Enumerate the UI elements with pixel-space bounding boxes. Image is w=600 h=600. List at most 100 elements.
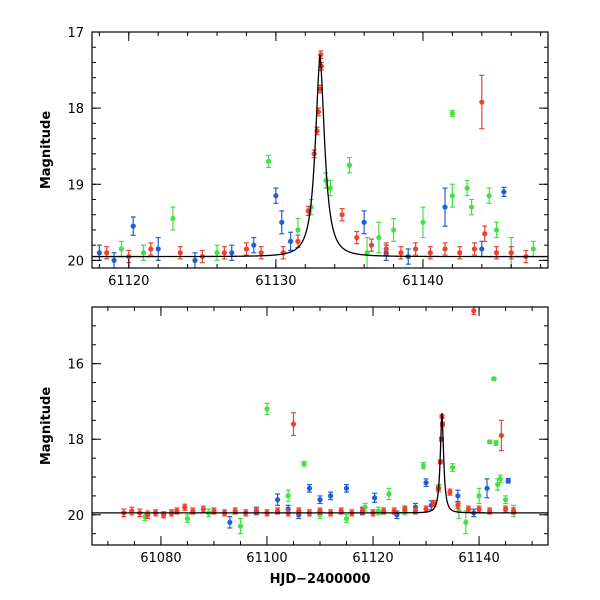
data-point-blue: [273, 193, 279, 199]
data-point-blue: [279, 219, 285, 225]
data-point-green: [420, 463, 426, 469]
data-point-blue: [479, 246, 485, 252]
data-point-blue: [111, 257, 117, 263]
data-point-red: [465, 506, 472, 512]
x-tick-label: 61130: [255, 274, 296, 289]
data-point-green: [214, 250, 220, 256]
data-point-red: [471, 308, 477, 314]
series-green: [118, 109, 536, 268]
y-tick-label: 20: [67, 509, 84, 524]
data-point-green: [170, 215, 176, 222]
data-point-red: [383, 246, 389, 252]
data-point-red: [455, 502, 461, 508]
data-point-green: [464, 185, 470, 191]
data-point-green: [343, 515, 350, 522]
data-point-green: [463, 519, 469, 525]
y-tick-label: 19: [67, 178, 84, 193]
data-point-green: [487, 439, 493, 445]
data-point-red: [368, 242, 375, 248]
data-point-red: [339, 212, 345, 218]
data-point-green: [386, 491, 392, 497]
data-point-green: [265, 158, 272, 165]
data-point-red: [476, 506, 482, 512]
data-point-red: [398, 250, 404, 256]
data-point-green: [118, 246, 125, 252]
data-point-green: [449, 464, 456, 471]
data-point-red: [508, 250, 514, 256]
data-point-red: [482, 231, 488, 237]
data-point-blue: [274, 497, 281, 503]
data-point-blue: [505, 478, 511, 484]
series-red: [104, 50, 529, 264]
data-point-red: [243, 246, 250, 252]
x-axis-label: HJD−2400000: [270, 572, 371, 587]
data-point-green: [295, 227, 301, 233]
y-tick-label: 16: [67, 358, 84, 373]
data-point-red: [200, 506, 206, 512]
data-point-red: [354, 234, 360, 241]
x-tick-label: 61120: [352, 551, 393, 566]
data-point-blue: [423, 480, 429, 486]
data-point-blue: [361, 219, 367, 225]
data-point-green: [468, 204, 475, 210]
data-point-green: [264, 406, 270, 412]
data-point-red: [148, 246, 154, 252]
data-point-blue: [501, 189, 507, 195]
data-point-blue: [442, 204, 448, 210]
x-tick-label: 61140: [402, 274, 443, 289]
data-point-blue: [328, 493, 334, 499]
data-point-red: [221, 250, 227, 256]
zoom-panel: 61120 61130 61140 17 18 19 20 Magnitude: [39, 26, 549, 289]
data-point-blue: [372, 495, 378, 501]
data-point-blue: [251, 242, 257, 248]
data-point-green: [390, 227, 397, 233]
data-point-blue: [229, 250, 235, 256]
data-point-red: [177, 250, 183, 256]
x-tick-label: 61080: [140, 551, 181, 566]
data-point-red: [442, 246, 448, 252]
y-tick-label: 18: [67, 433, 84, 448]
data-point-red: [104, 250, 110, 256]
data-point-green: [497, 476, 503, 482]
data-point-red: [479, 99, 485, 105]
data-point-blue: [227, 519, 233, 525]
data-point-blue: [343, 485, 350, 491]
data-point-blue: [192, 257, 198, 263]
data-point-green: [327, 185, 333, 191]
data-point-green: [530, 246, 536, 252]
data-point-blue: [130, 223, 136, 229]
model-curve: [92, 413, 548, 514]
y-axis-label: Magnitude: [39, 387, 54, 466]
data-point-red: [402, 506, 408, 512]
data-point-red: [427, 250, 433, 256]
ticks: [92, 306, 548, 545]
series-red: [121, 307, 517, 520]
data-point-blue: [484, 485, 490, 491]
data-point-red: [258, 250, 264, 256]
data-point-red: [423, 506, 429, 512]
data-point-green: [476, 493, 482, 499]
model-curve: [92, 54, 548, 258]
data-point-red: [457, 250, 463, 256]
series-blue: [227, 477, 511, 529]
data-point-green: [237, 523, 244, 529]
data-point-red: [290, 421, 297, 427]
ticks: [92, 31, 548, 268]
data-point-green: [491, 376, 497, 382]
data-point-green: [449, 193, 455, 199]
data-point-green: [420, 219, 426, 225]
data-point-blue: [96, 250, 102, 256]
data-point-green: [140, 250, 147, 256]
data-point-red: [317, 86, 323, 92]
data-point-green: [486, 193, 492, 199]
data-point-blue: [155, 246, 161, 252]
data-point-green: [346, 162, 353, 168]
data-point-green: [285, 493, 291, 499]
x-tick-label: 61120: [108, 274, 149, 289]
full-panel: 61080 61100 61120 61140 16 18 20 Magnitude HJD−2…: [39, 306, 549, 587]
zoom-panel-plot-area: [92, 50, 548, 268]
data-point-red: [471, 246, 478, 252]
x-tick-label: 61100: [246, 551, 287, 566]
data-point-blue: [306, 485, 312, 491]
